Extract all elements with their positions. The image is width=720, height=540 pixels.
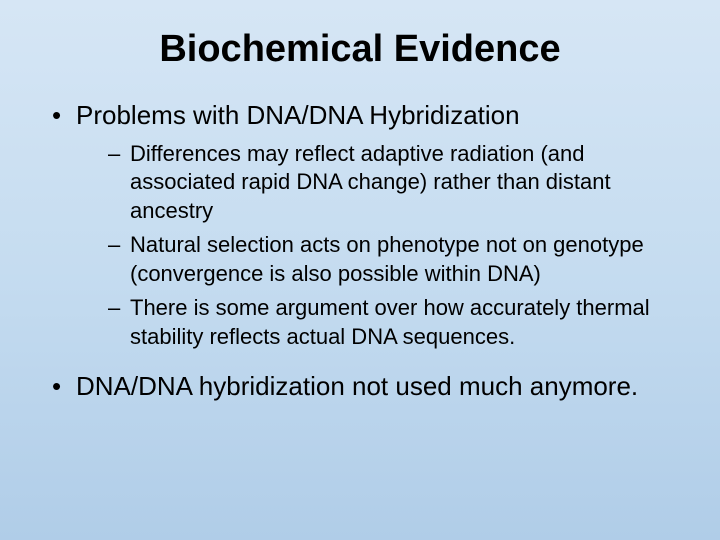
slide: Biochemical Evidence Problems with DNA/D…: [0, 0, 720, 540]
sub-bullet-item: Differences may reflect adaptive radiati…: [108, 140, 672, 226]
bullet-text: DNA/DNA hybridization not used much anym…: [76, 371, 638, 401]
sub-bullet-text: There is some argument over how accurate…: [130, 295, 650, 349]
sub-bullet-item: Natural selection acts on phenotype not …: [108, 231, 672, 288]
bullet-item: Problems with DNA/DNA Hybridization Diff…: [48, 99, 672, 352]
slide-title: Biochemical Evidence: [48, 28, 672, 71]
bullet-item: DNA/DNA hybridization not used much anym…: [48, 370, 672, 403]
bullet-list-level1: Problems with DNA/DNA Hybridization Diff…: [48, 99, 672, 402]
sub-bullet-item: There is some argument over how accurate…: [108, 294, 672, 351]
bullet-text: Problems with DNA/DNA Hybridization: [76, 100, 520, 130]
sub-bullet-text: Natural selection acts on phenotype not …: [130, 232, 644, 286]
sub-bullet-text: Differences may reflect adaptive radiati…: [130, 141, 611, 223]
bullet-list-level2: Differences may reflect adaptive radiati…: [76, 140, 672, 352]
